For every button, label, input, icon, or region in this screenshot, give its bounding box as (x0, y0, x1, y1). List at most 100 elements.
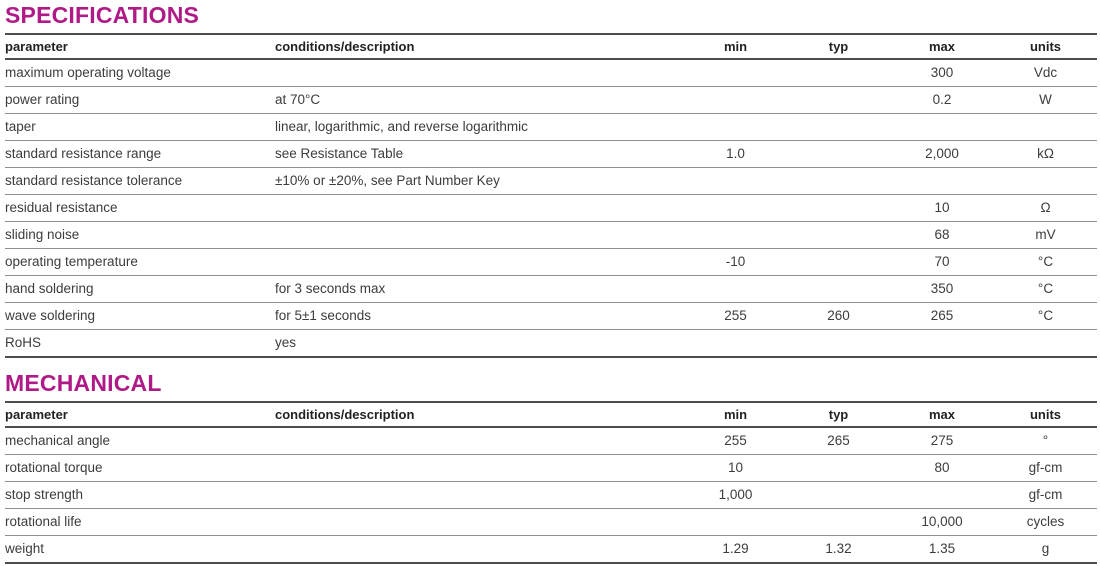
units-cell (994, 113, 1097, 141)
table-row: RoHS yes (5, 329, 1097, 358)
typ-cell (787, 86, 890, 114)
column-header-min: min (684, 33, 787, 60)
min-cell (684, 508, 787, 536)
column-header-typ: typ (787, 401, 890, 428)
section-specifications: SPECIFICATIONS parameter conditions/desc… (5, 2, 1097, 358)
table-row: residual resistance 10 Ω (5, 194, 1097, 222)
conditions-cell: at 70°C (275, 86, 684, 114)
column-header-max: max (890, 33, 994, 60)
max-cell: 68 (890, 221, 994, 249)
table-row: stop strength 1,000 gf-cm (5, 481, 1097, 509)
parameter-cell: stop strength (5, 481, 275, 509)
min-cell: 1.0 (684, 140, 787, 168)
typ-cell (787, 59, 890, 87)
max-cell: 2,000 (890, 140, 994, 168)
conditions-cell (275, 454, 684, 482)
parameter-cell: wave soldering (5, 302, 275, 330)
max-cell (890, 113, 994, 141)
parameter-cell: residual resistance (5, 194, 275, 222)
min-cell (684, 194, 787, 222)
units-cell: ° (994, 427, 1097, 455)
column-header-units: units (994, 401, 1097, 428)
min-cell (684, 167, 787, 195)
conditions-cell: see Resistance Table (275, 140, 684, 168)
specifications-table-header: parameter conditions/description min typ… (5, 33, 1097, 60)
typ-cell (787, 275, 890, 303)
conditions-cell (275, 535, 684, 564)
min-cell: 10 (684, 454, 787, 482)
mechanical-heading: MECHANICAL (5, 370, 162, 396)
conditions-cell (275, 194, 684, 222)
specifications-table-body: maximum operating voltage 300 Vdc power rat… (5, 59, 1097, 358)
units-cell: °C (994, 302, 1097, 330)
table-row: weight 1.29 1.32 1.35 g (5, 535, 1097, 564)
typ-cell (787, 248, 890, 276)
parameter-cell: hand soldering (5, 275, 275, 303)
mechanical-table: parameter conditions/description min typ… (5, 401, 1097, 564)
min-cell (684, 221, 787, 249)
units-cell: °C (994, 248, 1097, 276)
table-row: sliding noise 68 mV (5, 221, 1097, 249)
parameter-cell: RoHS (5, 329, 275, 358)
table-row: wave soldering for 5±1 seconds 255 260 265 °C (5, 302, 1097, 330)
parameter-cell: standard resistance tolerance (5, 167, 275, 195)
min-cell: 255 (684, 302, 787, 330)
units-cell: cycles (994, 508, 1097, 536)
typ-cell (787, 508, 890, 536)
conditions-cell: yes (275, 329, 684, 358)
min-cell: -10 (684, 248, 787, 276)
header-row: parameter conditions/description min typ… (5, 33, 1097, 60)
conditions-cell (275, 248, 684, 276)
typ-cell (787, 221, 890, 249)
parameter-cell: mechanical angle (5, 427, 275, 455)
units-cell: kΩ (994, 140, 1097, 168)
table-row: maximum operating voltage 300 Vdc (5, 59, 1097, 87)
conditions-cell (275, 221, 684, 249)
parameter-cell: weight (5, 535, 275, 564)
min-cell: 255 (684, 427, 787, 455)
max-cell: 10 (890, 194, 994, 222)
min-cell (684, 113, 787, 141)
table-row: rotational torque 10 80 gf-cm (5, 454, 1097, 482)
column-header-parameter: parameter (5, 33, 275, 60)
typ-cell (787, 481, 890, 509)
typ-cell (787, 167, 890, 195)
column-header-units: units (994, 33, 1097, 60)
max-cell: 80 (890, 454, 994, 482)
max-cell: 1.35 (890, 535, 994, 564)
max-cell: 350 (890, 275, 994, 303)
units-cell: Ω (994, 194, 1097, 222)
typ-cell: 265 (787, 427, 890, 455)
parameter-cell: power rating (5, 86, 275, 114)
units-cell: g (994, 535, 1097, 564)
specifications-table: parameter conditions/description min typ… (5, 33, 1097, 358)
conditions-cell (275, 427, 684, 455)
column-header-min: min (684, 401, 787, 428)
max-cell: 300 (890, 59, 994, 87)
units-cell: gf-cm (994, 481, 1097, 509)
parameter-cell: rotational torque (5, 454, 275, 482)
mechanical-table-header: parameter conditions/description min typ… (5, 401, 1097, 428)
table-row: rotational life 10,000 cycles (5, 508, 1097, 536)
units-cell: Vdc (994, 59, 1097, 87)
column-header-parameter: parameter (5, 401, 275, 428)
specifications-heading: SPECIFICATIONS (5, 2, 200, 28)
table-row: operating temperature -10 70 °C (5, 248, 1097, 276)
column-header-conditions: conditions/description (275, 33, 684, 60)
max-cell: 10,000 (890, 508, 994, 536)
max-cell (890, 481, 994, 509)
units-cell: °C (994, 275, 1097, 303)
units-cell: W (994, 86, 1097, 114)
conditions-cell: ±10% or ±20%, see Part Number Key (275, 167, 684, 195)
conditions-cell (275, 59, 684, 87)
max-cell (890, 167, 994, 195)
conditions-cell (275, 481, 684, 509)
conditions-cell: linear, logarithmic, and reverse logarit… (275, 113, 684, 141)
typ-cell (787, 454, 890, 482)
parameter-cell: sliding noise (5, 221, 275, 249)
section-mechanical: MECHANICAL parameter conditions/descript… (5, 370, 1097, 564)
units-cell: gf-cm (994, 454, 1097, 482)
typ-cell (787, 194, 890, 222)
table-row: power rating at 70°C 0.2 W (5, 86, 1097, 114)
min-cell: 1.29 (684, 535, 787, 564)
